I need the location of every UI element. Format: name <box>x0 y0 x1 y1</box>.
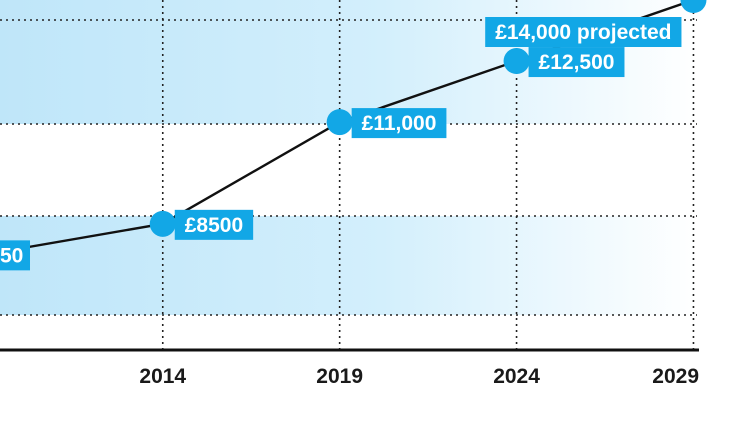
data-labels: 50 £8500 £11,000 £12,500 £14,000 projected <box>0 17 682 271</box>
data-label-box-2019 <box>351 108 447 139</box>
data-label-2029: £14,000 projected <box>485 17 682 47</box>
data-point-2019 <box>326 109 353 136</box>
data-label-box-2024 <box>528 47 625 78</box>
data-label-box-2014 <box>174 209 254 240</box>
data-label-text-2019: £11,000 <box>362 112 437 135</box>
data-label-box-2009 <box>0 240 30 271</box>
data-label-text-2009: 50 <box>0 244 23 267</box>
data-label-text-2014: £8500 <box>185 214 243 237</box>
data-label-2019: £11,000 <box>351 108 447 139</box>
x-tick-label-2024: 2024 <box>493 365 540 388</box>
data-label-2009: 50 <box>0 240 30 271</box>
x-tick-label-2029: 2029 <box>652 365 699 388</box>
data-label-2014: £8500 <box>174 209 254 240</box>
data-label-box-2029 <box>485 17 682 47</box>
x-tick-label-2014: 2014 <box>139 365 186 388</box>
data-point-2014 <box>149 210 176 237</box>
data-label-2024: £12,500 <box>528 47 625 78</box>
x-tick-labels: 2014 2019 2024 2029 <box>139 365 699 388</box>
x-tick-label-2019: 2019 <box>316 365 363 388</box>
data-point-2024 <box>503 48 530 75</box>
data-label-text-2024: £12,500 <box>539 51 615 74</box>
data-point-2029 <box>680 0 707 13</box>
background-band-2 <box>0 216 697 315</box>
data-label-text-2029: £14,000 projected <box>495 21 671 44</box>
